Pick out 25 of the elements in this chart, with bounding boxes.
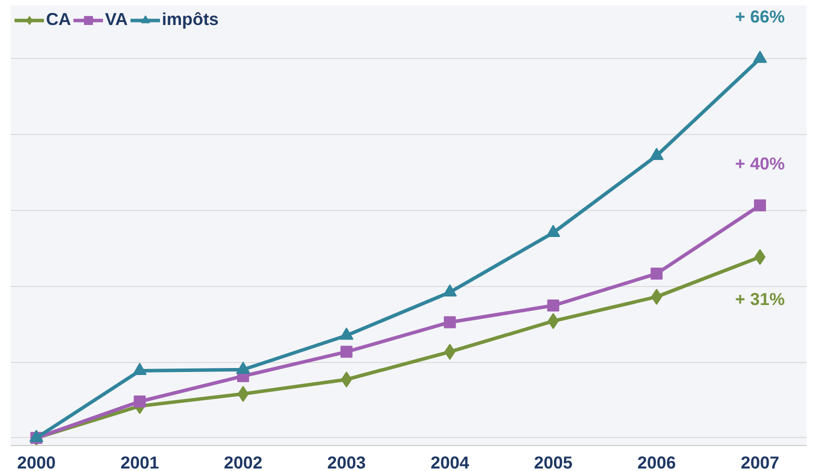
- point: [752, 50, 767, 63]
- point: [650, 148, 664, 160]
- point: [442, 284, 457, 297]
- x-tick-label: 2002: [224, 452, 262, 471]
- x-tick-label: 2003: [327, 452, 366, 471]
- point: [754, 199, 766, 212]
- x-tick-label: 2004: [430, 452, 470, 471]
- point: [134, 396, 146, 408]
- point: [546, 224, 560, 237]
- annotation: + 40%: [735, 153, 785, 174]
- x-tick-label: 2001: [120, 452, 160, 471]
- x-tick-label: 2000: [17, 452, 56, 471]
- point: [444, 316, 456, 328]
- legend-label: CA: [46, 9, 72, 30]
- point: [547, 300, 560, 312]
- x-tick-label: 2005: [534, 452, 573, 471]
- point: [340, 346, 352, 358]
- annotation: + 66%: [735, 6, 785, 27]
- annotation: + 31%: [735, 288, 785, 309]
- point: [340, 372, 352, 388]
- point: [650, 268, 663, 280]
- legend-label: impôts: [162, 9, 219, 30]
- x-tick-label: 2006: [637, 452, 676, 471]
- legend-label: VA: [105, 9, 128, 30]
- x-tick-label: 2007: [740, 452, 780, 471]
